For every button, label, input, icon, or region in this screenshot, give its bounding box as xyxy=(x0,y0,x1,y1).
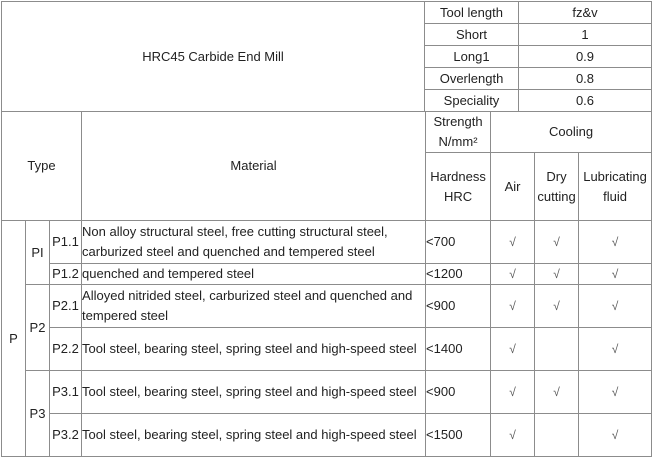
table-title: HRC45 Carbide End Mill xyxy=(1,1,425,112)
factor-cell: 0.9 xyxy=(518,45,652,68)
material-cell: Tool steel, bearing steel, spring steel … xyxy=(81,370,427,414)
material-table: Type Material Strength N/mm² Cooling Har… xyxy=(0,111,653,457)
tool-length-cell: Long1 xyxy=(424,45,519,68)
material-cell: Alloyed nitrided steel, carburized steel… xyxy=(81,284,427,328)
air-check: √ xyxy=(490,263,536,285)
fluid-check: √ xyxy=(578,284,653,328)
tool-length-cell: Overlength xyxy=(424,67,519,90)
factor-header: fz&v xyxy=(518,1,652,24)
tool-length-cell: Short xyxy=(424,23,519,46)
factor-cell: 0.8 xyxy=(518,67,652,90)
strength-cell: <1200 xyxy=(425,263,492,285)
fluid-check: √ xyxy=(578,327,653,371)
type-header: Type xyxy=(0,111,83,221)
material-cell: quenched and tempered steel xyxy=(81,263,427,285)
code-cell: P3.1 xyxy=(48,370,83,414)
fluid-check: √ xyxy=(578,370,653,414)
dry-check: √ xyxy=(534,263,580,285)
dry-check: √ xyxy=(534,284,580,328)
code-cell: P3.2 xyxy=(48,413,83,457)
material-cell: Tool steel, bearing steel, spring steel … xyxy=(81,327,427,371)
table-row: P2.2 Tool steel, bearing steel, spring s… xyxy=(2,327,653,371)
subgroup-cell: P3 xyxy=(25,370,50,457)
dry-check xyxy=(534,413,580,457)
code-cell: P2.1 xyxy=(48,284,83,328)
dry-check: √ xyxy=(534,370,580,414)
material-cell: Tool steel, bearing steel, spring steel … xyxy=(81,413,427,457)
strength-cell: <1500 xyxy=(425,413,492,457)
subgroup-cell: PI xyxy=(25,220,50,285)
factor-cell: 1 xyxy=(518,23,652,46)
fluid-check: √ xyxy=(578,220,653,264)
factor-cell: 0.6 xyxy=(518,89,652,112)
table-row: P1.2 quenched and tempered steel <1200 √… xyxy=(2,263,653,285)
strength-cell: <1400 xyxy=(425,327,492,371)
fluid-check: √ xyxy=(578,413,653,457)
cooling-header: Cooling xyxy=(490,111,653,153)
air-check: √ xyxy=(490,284,536,328)
fluid-check: √ xyxy=(578,263,653,285)
hardness-header: Hardness HRC xyxy=(425,152,492,221)
air-header: Air xyxy=(490,152,536,221)
air-check: √ xyxy=(490,220,536,264)
code-cell: P1.2 xyxy=(48,263,83,285)
material-cell: Non alloy structural steel, free cutting… xyxy=(81,220,427,264)
strength-cell: <900 xyxy=(425,284,492,328)
tool-length-header: Tool length xyxy=(424,1,519,24)
table-row: P3 P3.1 Tool steel, bearing steel, sprin… xyxy=(2,370,653,457)
dry-cutting-header: Dry cutting xyxy=(534,152,580,221)
code-cell: P1.1 xyxy=(48,220,83,264)
group-cell: P xyxy=(1,220,26,457)
material-header: Material xyxy=(81,111,427,221)
strength-cell: <900 xyxy=(425,370,492,414)
air-check: √ xyxy=(490,370,536,414)
dry-check: √ xyxy=(534,220,580,264)
strength-header: Strength N/mm² xyxy=(425,111,492,153)
table-row: P3.2 Tool steel, bearing steel, spring s… xyxy=(2,413,653,457)
code-cell: P2.2 xyxy=(48,327,83,371)
strength-cell: <700 xyxy=(425,220,492,264)
table-row: P2 P2.1 Alloyed nitrided steel, carburiz… xyxy=(2,284,653,371)
air-check: √ xyxy=(490,327,536,371)
table-row: P PI P1.1 Non alloy structural steel, fr… xyxy=(1,220,653,457)
dry-check xyxy=(534,327,580,371)
subgroup-cell: P2 xyxy=(25,284,50,371)
tool-length-table: HRC45 Carbide End Mill Tool length fz&v … xyxy=(1,1,652,112)
air-check: √ xyxy=(490,413,536,457)
lubricating-fluid-header: Lubricating fluid xyxy=(578,152,653,221)
tool-length-cell: Speciality xyxy=(424,89,519,112)
